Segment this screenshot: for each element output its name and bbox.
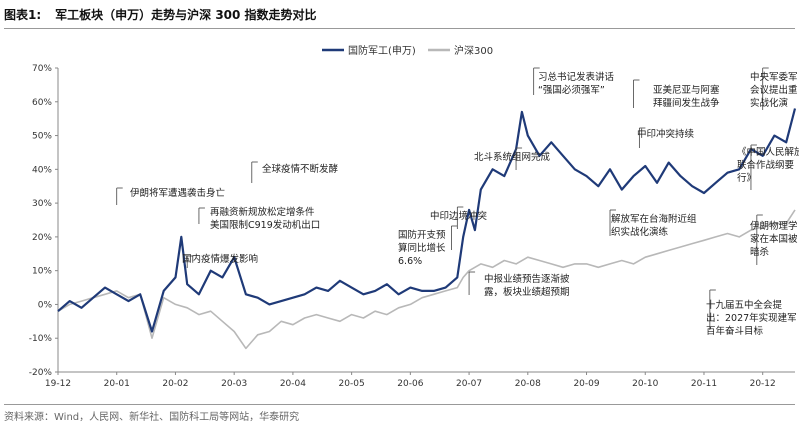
axes: 70% 60% 50% 40% 30% 20% 10% 0% -10% -20%19-12 20-0… <box>29 64 795 389</box>
x-tick-label: 20-12 <box>750 379 776 389</box>
line-chart: 国防军工(申万) 沪深300 70% 60% 50% 40% 30% 20% 10% 0% -1… <box>29 44 799 389</box>
y-tick-label: 70% <box>32 64 52 74</box>
x-tick-label: 20-05 <box>339 379 365 389</box>
x-tick-label: 19-12 <box>45 379 71 389</box>
title-divider <box>4 28 795 29</box>
figure-title-row: 图表1: 军工板块（申万）走势与沪深 300 指数走势对比 <box>4 6 317 23</box>
annotation-text: 中央军委军 <box>750 71 798 83</box>
x-tick-label: 20-01 <box>104 379 130 389</box>
annotation-text: “强国必须强军” <box>538 84 605 96</box>
annotation-group: 中印边境冲突 <box>430 206 488 229</box>
annotation-text: 习总书记发表讲话 <box>538 71 615 83</box>
annotation-text: 《中国人民解放 <box>737 146 799 158</box>
series-layer <box>57 108 797 350</box>
x-tick-label: 20-10 <box>632 379 658 389</box>
y-tick-label: 40% <box>32 165 52 175</box>
annotation-group: 全球疫情不断发酵 <box>251 161 339 183</box>
series-line-1 <box>57 108 797 333</box>
annotation-text: 联合作战纲要 <box>737 159 794 171</box>
legend-label-series-1: 国防军工(申万) <box>348 44 416 57</box>
x-tick-label: 20-08 <box>515 379 541 389</box>
annotation-text: 解放军在台海附近组 <box>611 213 697 225</box>
annotation-group: 北斗系统组网完成 <box>474 147 551 170</box>
annotation-text: 织实战化演练 <box>611 226 669 238</box>
source-divider <box>4 404 795 405</box>
legend-label-series-2: 沪深300 <box>454 44 493 57</box>
source-note: 资料来源：Wind，人民网、新华社、国防科工局等网站，华泰研究 <box>4 412 300 423</box>
y-tick-label: -10% <box>29 334 53 344</box>
annotation-text: 中印边境冲突 <box>430 210 488 222</box>
y-tick-label: 0% <box>38 300 53 310</box>
annotation-text: 行》 <box>737 172 756 184</box>
x-tick-label: 20-06 <box>397 379 423 389</box>
annotation-text: 百年奋斗目标 <box>706 325 764 337</box>
x-tick-label: 20-09 <box>573 379 599 389</box>
annotation-text: 露，板块业绩超预期 <box>484 286 570 298</box>
x-tick-label: 20-02 <box>162 379 188 389</box>
x-tick-label: 20-11 <box>691 379 717 389</box>
annotation-text: 中印冲突持续 <box>637 128 695 140</box>
x-tick-label: 20-07 <box>456 379 482 389</box>
annotation-text: 会议提出重 <box>750 84 798 96</box>
annotation-text: 亚美尼亚与阿塞 <box>653 84 720 96</box>
annotation-text: 暗杀 <box>750 246 769 258</box>
series-line-2 <box>57 209 796 350</box>
y-tick-label: 20% <box>32 233 52 243</box>
annotation-text: 拜疆间发生战争 <box>653 97 720 109</box>
y-tick-label: 10% <box>32 267 52 277</box>
annotation-text: 实战化演 <box>750 97 788 109</box>
x-tick-label: 20-04 <box>280 379 306 389</box>
figure-label: 图表1: <box>4 8 42 22</box>
annotation-text: 家在本国被 <box>750 233 798 245</box>
annotation-text: 算同比增长 <box>398 242 446 254</box>
annotation-group: 伊朗将军遭遇袭击身亡 <box>116 187 225 205</box>
annotation-text: 伊朗物理学 <box>750 220 798 232</box>
annotation-text: 出：2027年实现建军 <box>706 312 797 324</box>
annotation-text: 伊朗将军遭遇袭击身亡 <box>130 187 225 199</box>
y-tick-label: 60% <box>32 98 52 108</box>
annotation-text: 全球疫情不断发酵 <box>262 163 339 175</box>
figure-title: 军工板块（申万）走势与沪深 300 指数走势对比 <box>55 8 317 22</box>
y-tick-label: 30% <box>32 199 52 209</box>
annotation-group: 习总书记发表讲话“强国必须强军” <box>533 67 615 96</box>
annotation-group: 国内疫情爆发影响 <box>182 253 258 268</box>
annotation-text: 十九届五中全会提 <box>706 299 783 311</box>
x-tick-label: 20-03 <box>221 379 247 389</box>
y-tick-label: -20% <box>29 368 53 378</box>
annotation-text: 6.6% <box>398 256 422 267</box>
annotation-text: 北斗系统组网完成 <box>474 151 551 163</box>
annotation-text: 国内疫情爆发影响 <box>182 253 258 265</box>
annotation-text: 再融资新规放松定增条件 <box>210 206 315 218</box>
legend: 国防军工(申万) 沪深300 <box>322 44 493 57</box>
annotation-text: 国防开支预 <box>398 229 446 241</box>
annotation-group: 中印冲突持续 <box>637 127 695 148</box>
y-tick-label: 50% <box>32 132 52 142</box>
annotation-text: 美国限制C919发动机出口 <box>210 219 320 231</box>
annotation-text: 中报业绩预告逐渐披 <box>484 273 570 285</box>
